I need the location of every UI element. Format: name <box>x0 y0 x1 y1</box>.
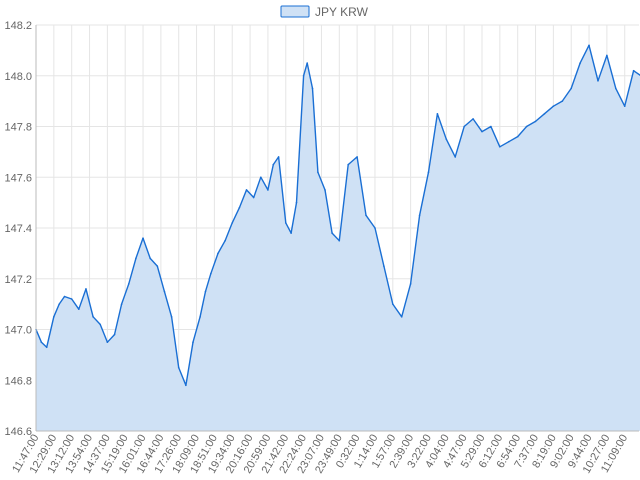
data-point[interactable] <box>623 105 626 107</box>
y-tick-label: 147.0 <box>4 325 32 337</box>
data-point[interactable] <box>45 346 48 349</box>
legend-swatch[interactable] <box>280 5 310 18</box>
data-point[interactable] <box>163 290 166 293</box>
plot-area <box>35 44 640 431</box>
data-point[interactable] <box>383 265 385 267</box>
y-tick-label: 147.8 <box>4 122 32 134</box>
data-point[interactable] <box>534 120 537 123</box>
data-point[interactable] <box>231 222 234 224</box>
data-point[interactable] <box>400 316 403 318</box>
data-point[interactable] <box>185 384 187 387</box>
data-point[interactable] <box>78 308 80 311</box>
data-point[interactable] <box>92 316 94 318</box>
data-point[interactable] <box>418 214 421 217</box>
data-point[interactable] <box>579 62 581 64</box>
data-point[interactable] <box>99 323 102 326</box>
data-point[interactable] <box>427 171 430 173</box>
data-point[interactable] <box>552 105 555 107</box>
data-point[interactable] <box>632 69 635 72</box>
data-point[interactable] <box>365 214 367 217</box>
data-point[interactable] <box>70 298 73 300</box>
data-point[interactable] <box>156 265 159 267</box>
data-point[interactable] <box>338 239 341 242</box>
data-point[interactable] <box>170 316 173 318</box>
data-point[interactable] <box>106 341 109 343</box>
data-point[interactable] <box>490 125 492 128</box>
data-point[interactable] <box>267 189 269 191</box>
data-point[interactable] <box>324 189 326 191</box>
data-point[interactable] <box>311 87 314 90</box>
y-tick-label: 146.8 <box>4 375 32 387</box>
y-tick-label: 148.2 <box>4 20 32 32</box>
data-point[interactable] <box>463 125 465 128</box>
data-point[interactable] <box>58 303 60 305</box>
data-point[interactable] <box>53 316 55 318</box>
y-tick-label: 148.0 <box>4 71 32 83</box>
data-point[interactable] <box>252 196 255 199</box>
data-point[interactable] <box>149 257 151 260</box>
data-point[interactable] <box>135 257 137 260</box>
data-point[interactable] <box>409 283 412 285</box>
data-point[interactable] <box>445 138 448 140</box>
data-point[interactable] <box>284 222 287 224</box>
data-point[interactable] <box>204 290 207 293</box>
data-point[interactable] <box>63 295 66 298</box>
data-point[interactable] <box>570 87 573 90</box>
data-point[interactable] <box>606 54 608 57</box>
legend[interactable]: JPY KRW <box>280 5 369 19</box>
data-point[interactable] <box>392 303 394 305</box>
data-point[interactable] <box>302 74 305 77</box>
data-point[interactable] <box>272 163 275 166</box>
data-point[interactable] <box>120 303 123 305</box>
y-tick-label: 147.4 <box>4 223 32 235</box>
data-point[interactable] <box>347 163 350 166</box>
data-point[interactable] <box>85 288 87 290</box>
data-point[interactable] <box>277 156 280 158</box>
data-point[interactable] <box>245 189 248 191</box>
data-point[interactable] <box>259 176 262 179</box>
data-point[interactable] <box>306 62 308 64</box>
y-tick-label: 146.6 <box>4 426 32 438</box>
series-area <box>36 45 640 431</box>
data-point[interactable] <box>210 272 212 275</box>
data-point[interactable] <box>356 156 358 158</box>
data-point[interactable] <box>561 100 564 102</box>
data-point[interactable] <box>543 113 546 115</box>
data-point[interactable] <box>516 135 519 138</box>
data-point[interactable] <box>436 113 439 115</box>
data-point[interactable] <box>224 239 226 242</box>
data-point[interactable] <box>199 316 201 318</box>
data-point[interactable] <box>481 130 483 133</box>
data-point[interactable] <box>290 232 292 234</box>
data-point[interactable] <box>295 201 298 204</box>
data-point[interactable] <box>317 171 319 173</box>
data-point[interactable] <box>615 87 617 90</box>
data-point[interactable] <box>454 156 457 158</box>
y-tick-label: 147.2 <box>4 274 32 286</box>
data-point[interactable] <box>142 237 144 239</box>
data-point[interactable] <box>192 341 194 343</box>
data-point[interactable] <box>472 118 474 120</box>
data-point[interactable] <box>374 227 376 229</box>
data-point[interactable] <box>507 140 510 143</box>
data-point[interactable] <box>499 146 501 148</box>
y-tick-label: 147.6 <box>4 172 32 184</box>
data-point[interactable] <box>217 252 219 255</box>
data-point[interactable] <box>40 341 43 343</box>
data-point[interactable] <box>588 44 590 47</box>
data-point[interactable] <box>127 283 130 285</box>
data-point[interactable] <box>238 206 241 209</box>
data-point[interactable] <box>525 125 528 128</box>
data-point[interactable] <box>113 333 116 336</box>
data-point[interactable] <box>331 232 333 234</box>
legend-label[interactable]: JPY KRW <box>315 5 369 19</box>
data-point[interactable] <box>597 80 599 82</box>
data-point[interactable] <box>177 366 180 369</box>
